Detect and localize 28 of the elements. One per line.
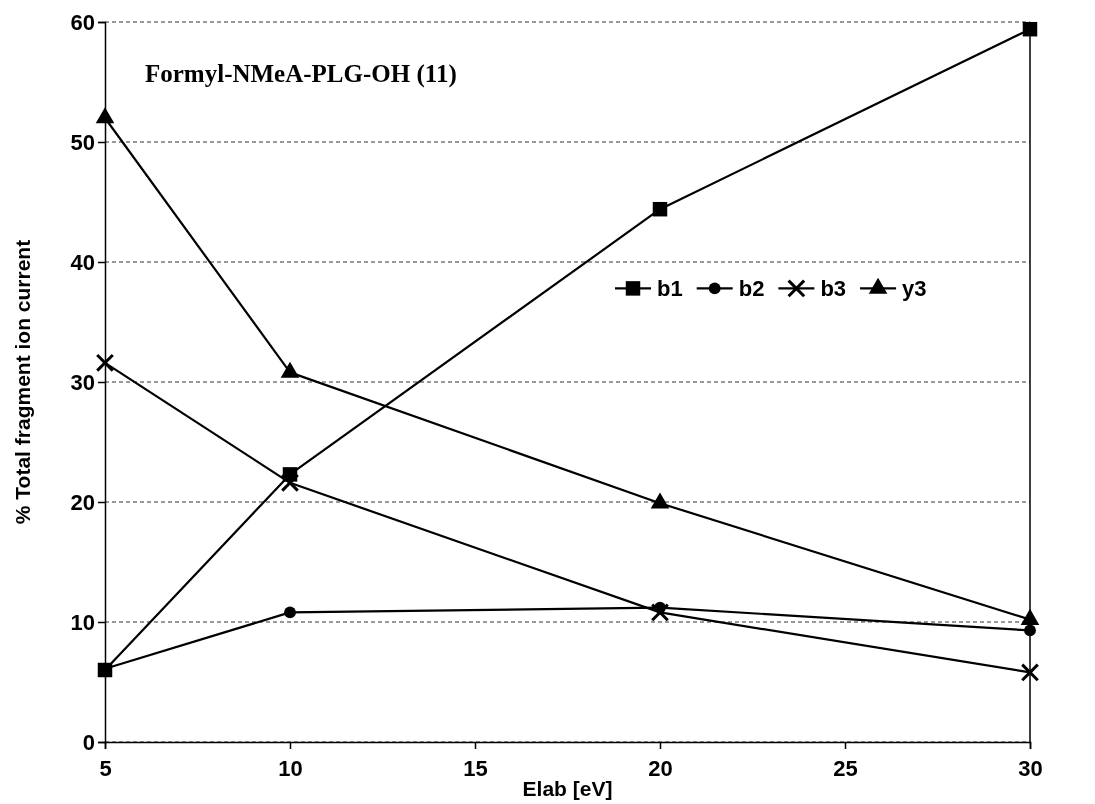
y-tick-label: 50 bbox=[70, 129, 95, 155]
legend-label: y3 bbox=[902, 276, 927, 302]
point bbox=[652, 201, 668, 217]
y-tick-label: 20 bbox=[70, 489, 95, 515]
x-tick-label: 5 bbox=[99, 756, 112, 782]
text: Formyl-NMeA-PLG-OH (11) bbox=[145, 60, 457, 88]
point bbox=[1020, 663, 1040, 682]
y-tick-label: 60 bbox=[70, 9, 95, 35]
y-tick-label: 10 bbox=[70, 609, 95, 635]
point bbox=[284, 606, 296, 619]
y-tick-label: 40 bbox=[70, 249, 95, 275]
legend-label: b2 bbox=[738, 276, 765, 302]
x-tick-label: 30 bbox=[1018, 756, 1043, 782]
x-tick-label: 20 bbox=[648, 756, 673, 782]
legend-label: b1 bbox=[657, 276, 683, 302]
y-tick-label: 30 bbox=[70, 369, 95, 395]
y-tick-label: 0 bbox=[82, 729, 95, 755]
point bbox=[1022, 21, 1038, 37]
x-axis-title: Elab [eV] bbox=[522, 777, 613, 800]
point bbox=[1024, 624, 1036, 637]
point bbox=[650, 603, 670, 622]
x-tick-label: 10 bbox=[278, 756, 303, 782]
point bbox=[280, 473, 300, 493]
legend-label: b3 bbox=[820, 276, 847, 302]
x-tick-label: 15 bbox=[463, 756, 488, 782]
y-axis-title: % Total fragment ion current bbox=[11, 239, 34, 525]
point bbox=[95, 353, 115, 373]
x-tick-label: 25 bbox=[833, 756, 858, 782]
